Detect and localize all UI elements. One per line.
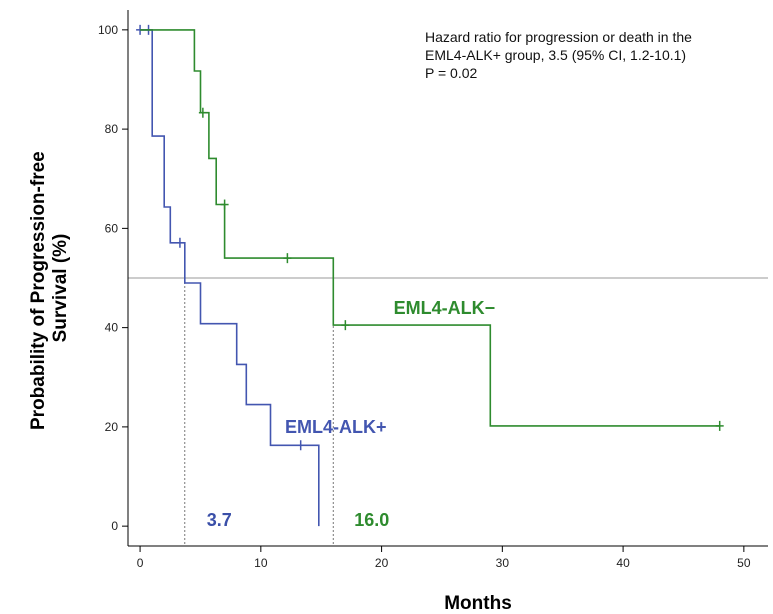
- y-axis-title-line-2: Survival (%): [50, 234, 71, 343]
- annotation-line-1: Hazard ratio for progression or death in…: [425, 29, 692, 45]
- y-axis-title-line-1: Probability of Progression-free: [28, 151, 49, 430]
- x-tick-label: 20: [375, 556, 389, 570]
- annotation-line-2: EML4-ALK+ group, 3.5 (95% CI, 1.2-10.1): [425, 47, 686, 63]
- x-tick-label: 50: [737, 556, 751, 570]
- median-value-label: 16.0: [354, 510, 389, 530]
- y-tick-label: 80: [105, 122, 119, 136]
- y-tick-label: 100: [98, 23, 118, 37]
- x-tick-label: 10: [254, 556, 268, 570]
- annotation-line-3: P = 0.02: [425, 65, 478, 81]
- y-tick-label: 40: [105, 321, 119, 335]
- x-tick-label: 30: [496, 556, 510, 570]
- alk-negative-label: EML4-ALK−: [394, 298, 496, 318]
- y-tick-label: 60: [105, 221, 119, 235]
- y-tick-label: 20: [105, 420, 119, 434]
- x-tick-label: 40: [616, 556, 630, 570]
- alk-positive-survival-curve: [140, 29, 320, 527]
- x-tick-label: 0: [137, 556, 144, 570]
- median-value-label: 3.7: [207, 510, 232, 530]
- x-axis-title: Months: [444, 593, 512, 614]
- alk-positive-label: EML4-ALK+: [285, 417, 387, 437]
- y-tick-label: 0: [111, 519, 118, 533]
- hazard-ratio-annotation: Hazard ratio for progression or death in…: [425, 29, 696, 81]
- alk-negative-survival-curve: [140, 29, 720, 427]
- y-axis-title: Probability of Progression-free Survival…: [28, 146, 71, 430]
